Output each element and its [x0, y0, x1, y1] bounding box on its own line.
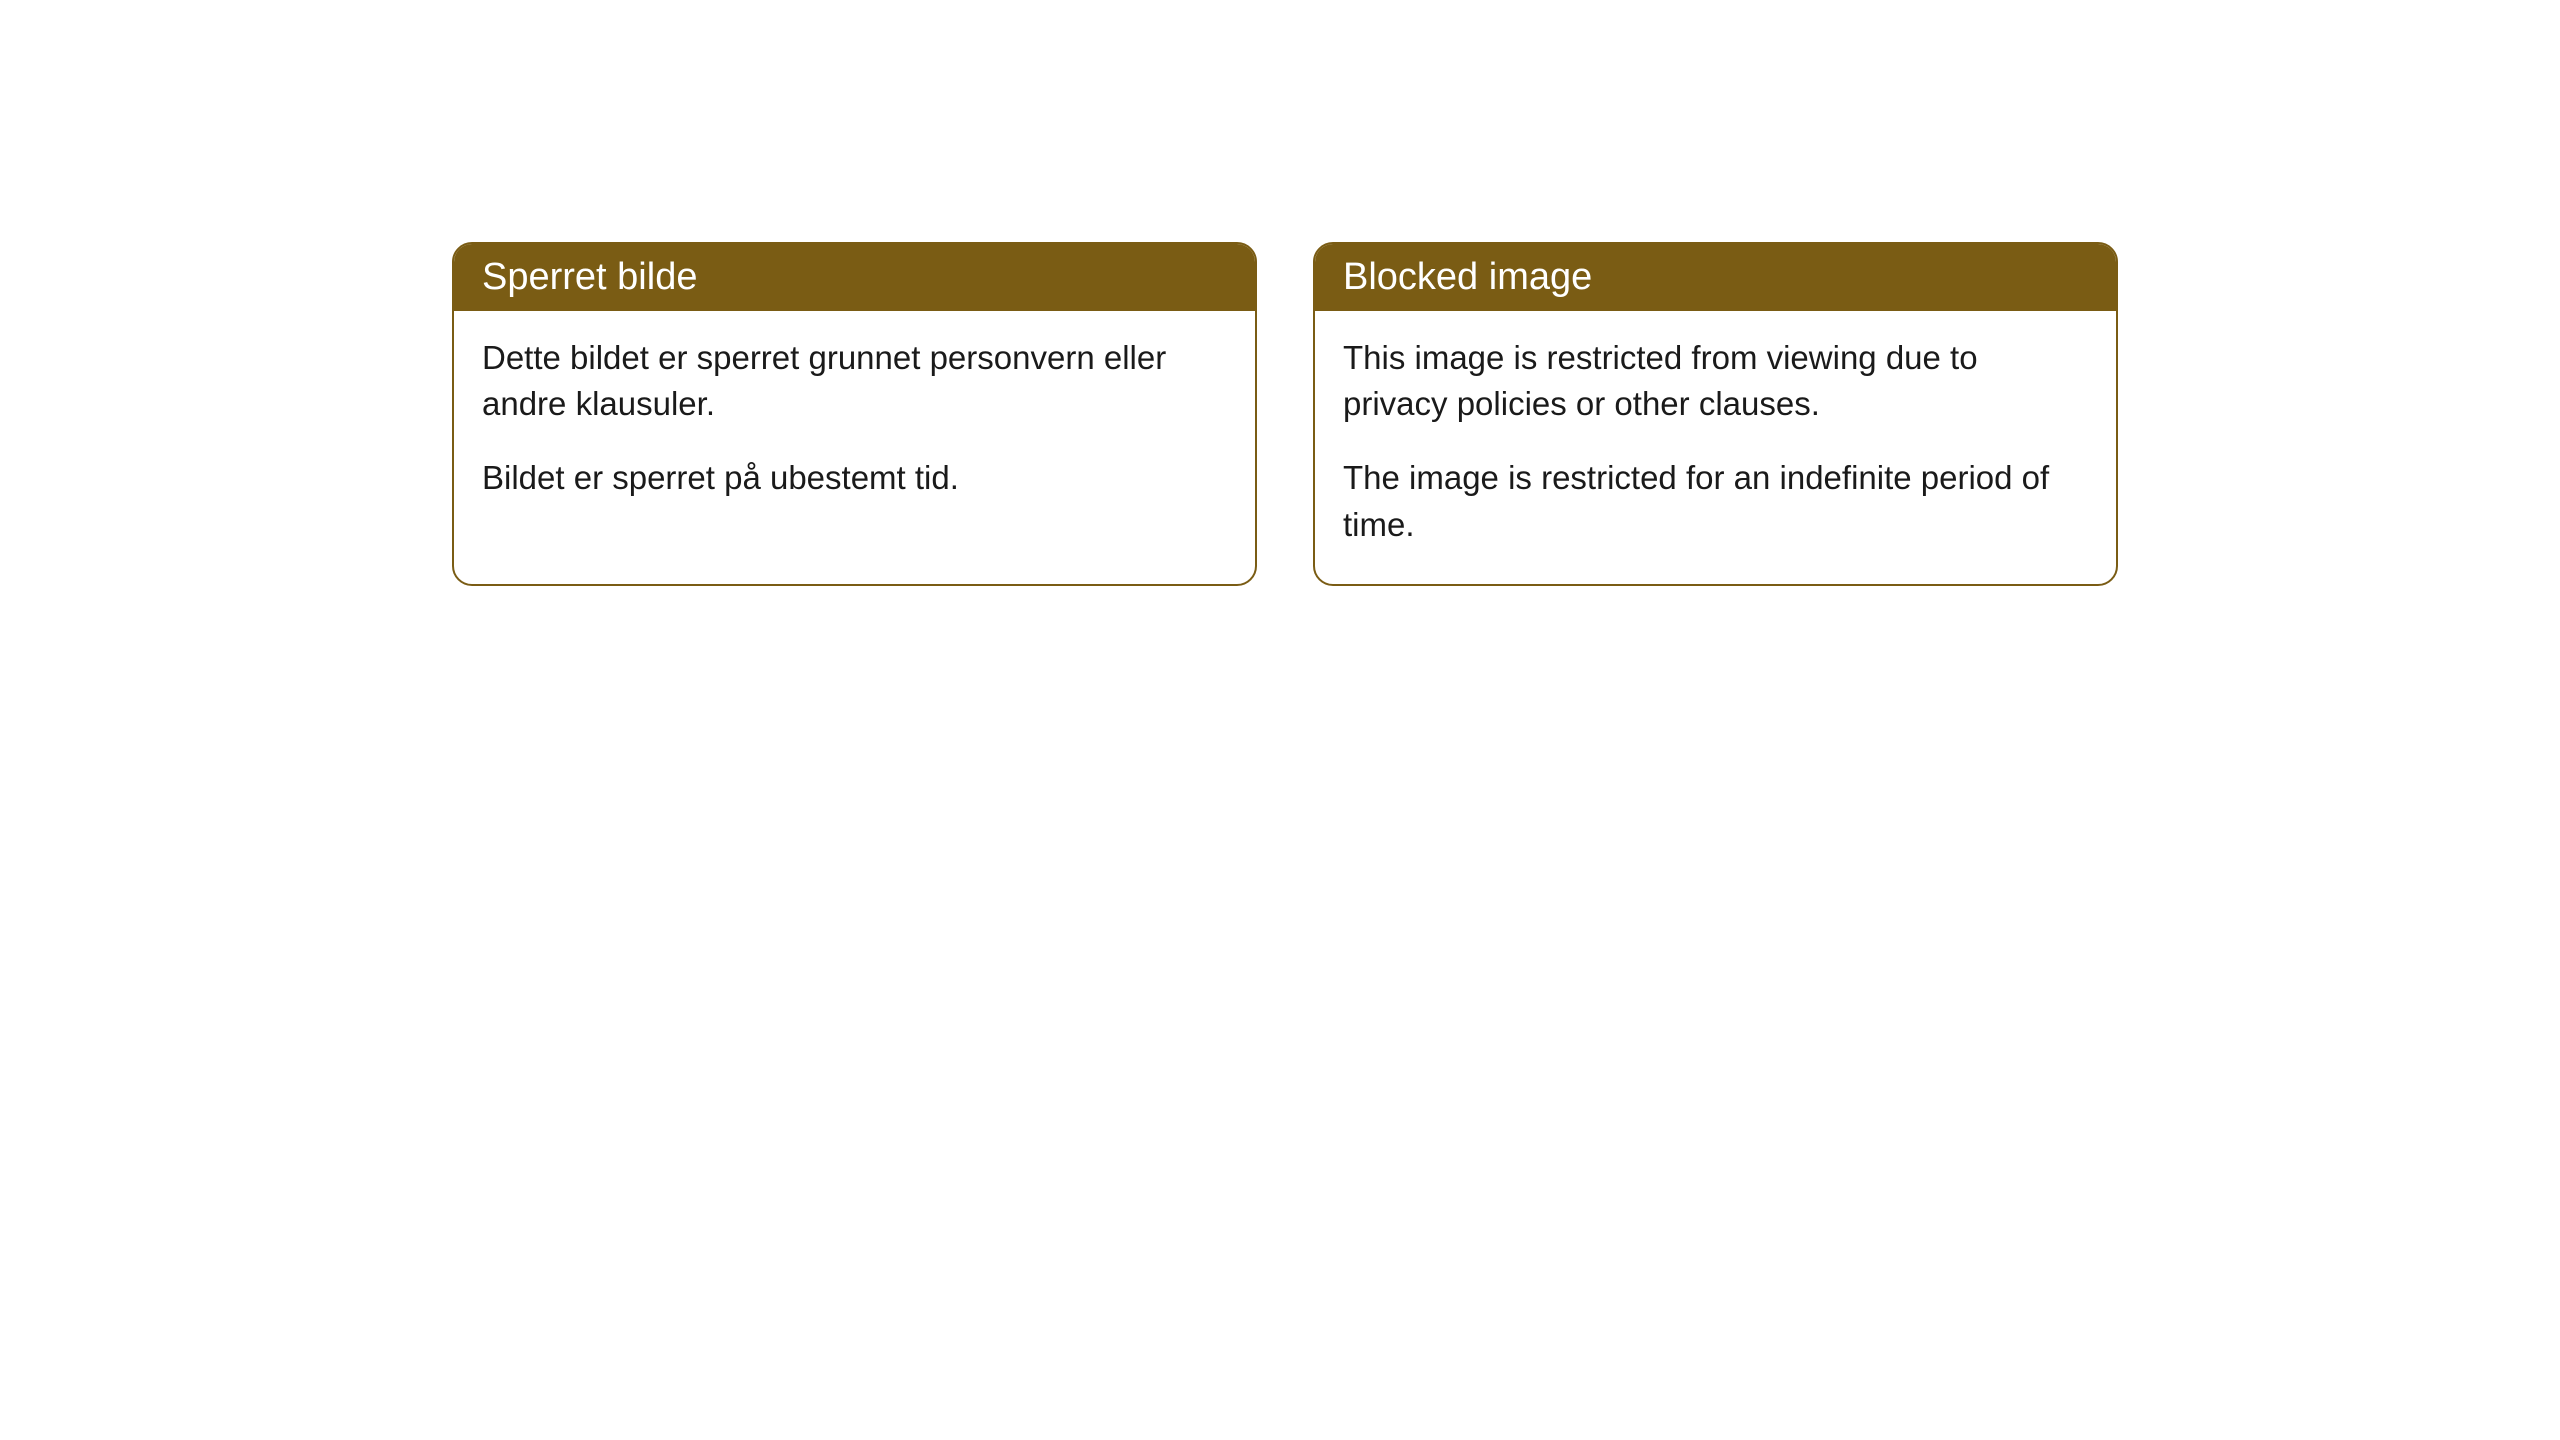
- card-paragraph: This image is restricted from viewing du…: [1343, 335, 2088, 427]
- card-header: Blocked image: [1315, 244, 2116, 311]
- notice-card-english: Blocked image This image is restricted f…: [1313, 242, 2118, 586]
- notice-cards-container: Sperret bilde Dette bildet er sperret gr…: [452, 242, 2118, 586]
- notice-card-norwegian: Sperret bilde Dette bildet er sperret gr…: [452, 242, 1257, 586]
- card-body: Dette bildet er sperret grunnet personve…: [454, 311, 1255, 538]
- card-body: This image is restricted from viewing du…: [1315, 311, 2116, 584]
- card-header: Sperret bilde: [454, 244, 1255, 311]
- card-paragraph: The image is restricted for an indefinit…: [1343, 455, 2088, 547]
- card-paragraph: Dette bildet er sperret grunnet personve…: [482, 335, 1227, 427]
- card-title: Blocked image: [1343, 256, 1592, 298]
- card-title: Sperret bilde: [482, 256, 697, 298]
- card-paragraph: Bildet er sperret på ubestemt tid.: [482, 455, 1227, 501]
